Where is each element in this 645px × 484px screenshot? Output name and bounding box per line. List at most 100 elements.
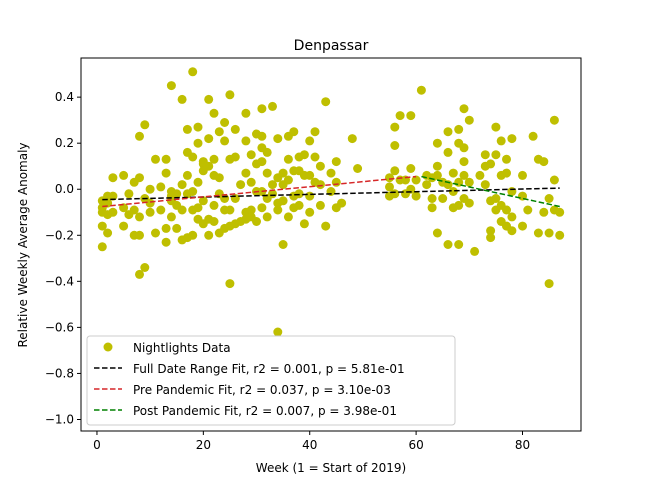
- data-point: [145, 198, 155, 208]
- data-point: [464, 115, 474, 125]
- data-point: [236, 180, 246, 190]
- data-point: [214, 173, 224, 183]
- data-point: [230, 194, 240, 203]
- legend-label-pre-fit: Pre Pandemic Fit, r2 = 0.037, p = 3.10e-…: [133, 383, 391, 397]
- data-point: [257, 157, 267, 167]
- data-point: [533, 228, 543, 238]
- data-point: [204, 161, 214, 171]
- data-point: [283, 154, 293, 164]
- legend-label-nightlights: Nightlights Data: [133, 341, 231, 355]
- data-point: [156, 205, 166, 215]
- x-tick-label: 40: [302, 438, 317, 452]
- data-point: [464, 177, 474, 187]
- data-point: [470, 246, 480, 256]
- data-point: [97, 221, 107, 231]
- data-point: [161, 168, 171, 178]
- fit-lines: [102, 175, 560, 208]
- data-point: [475, 170, 485, 180]
- data-point: [454, 200, 464, 210]
- data-point: [145, 207, 155, 217]
- full-range-fit-line: [102, 187, 560, 201]
- data-point: [406, 164, 416, 173]
- data-point: [395, 111, 405, 121]
- data-point: [310, 152, 320, 162]
- data-point: [241, 168, 251, 178]
- data-point: [193, 203, 203, 213]
- data-point: [135, 269, 144, 279]
- data-point: [305, 136, 315, 146]
- data-point: [193, 122, 203, 132]
- data-point: [411, 191, 421, 201]
- data-point: [496, 136, 506, 146]
- data-point: [539, 157, 549, 167]
- x-axis-label: Week (1 = Start of 2019): [256, 461, 406, 475]
- data-point: [108, 191, 118, 201]
- data-point: [310, 127, 320, 137]
- x-tick-label: 0: [93, 438, 101, 452]
- data-point: [432, 161, 442, 171]
- data-point: [193, 177, 203, 187]
- data-point: [188, 152, 198, 162]
- legend-label-post-fit: Post Pandemic Fit, r2 = 0.007, p = 3.98e…: [133, 404, 397, 418]
- data-point: [225, 205, 235, 215]
- data-point: [198, 196, 208, 206]
- data-point: [166, 81, 176, 91]
- data-point: [454, 124, 464, 134]
- data-point: [246, 205, 256, 215]
- data-point: [177, 205, 187, 215]
- data-point: [459, 157, 469, 167]
- data-point: [390, 166, 400, 176]
- data-point: [416, 85, 426, 95]
- data-point: [294, 189, 304, 199]
- y-tick-label: 0.0: [55, 182, 74, 196]
- data-point: [432, 138, 442, 148]
- data-point: [257, 104, 267, 114]
- data-point: [353, 164, 363, 173]
- data-point: [220, 118, 230, 127]
- data-point: [331, 157, 341, 167]
- data-point: [385, 182, 394, 192]
- x-tick-label: 80: [515, 438, 530, 452]
- data-point: [151, 228, 160, 238]
- data-point: [278, 168, 288, 178]
- legend-marker-nightlights: [103, 342, 113, 352]
- data-point: [262, 212, 272, 222]
- data-point: [151, 154, 160, 164]
- plot-frame: [80, 57, 582, 432]
- data-point: [262, 168, 272, 178]
- data-point: [103, 198, 113, 208]
- data-point: [278, 196, 288, 206]
- data-point: [544, 228, 554, 238]
- data-point: [448, 187, 458, 196]
- data-point: [491, 122, 501, 132]
- data-point: [166, 212, 176, 222]
- data-point: [486, 233, 496, 243]
- data-point: [252, 217, 261, 226]
- data-point: [193, 138, 203, 148]
- data-point: [273, 134, 283, 144]
- data-point: [294, 200, 304, 210]
- data-point: [108, 173, 118, 183]
- data-point: [188, 187, 198, 196]
- data-point: [549, 175, 559, 185]
- data-point: [225, 90, 235, 100]
- data-point: [518, 221, 527, 231]
- data-point: [230, 124, 240, 134]
- data-point: [427, 194, 437, 203]
- data-point: [182, 170, 192, 180]
- chart-title: Denpassar: [294, 38, 369, 54]
- data-point: [225, 279, 235, 289]
- data-point: [97, 242, 107, 252]
- data-point: [315, 180, 325, 190]
- legend: Nightlights Data Full Date Range Fit, r2…: [86, 335, 456, 426]
- data-point: [507, 134, 517, 144]
- data-point: [502, 154, 511, 164]
- data-point: [432, 228, 442, 238]
- data-point: [390, 189, 400, 199]
- data-point: [135, 230, 144, 240]
- y-tick-label: −0.4: [45, 274, 74, 288]
- data-point: [119, 203, 129, 213]
- data-point: [241, 108, 251, 118]
- data-point: [177, 94, 187, 104]
